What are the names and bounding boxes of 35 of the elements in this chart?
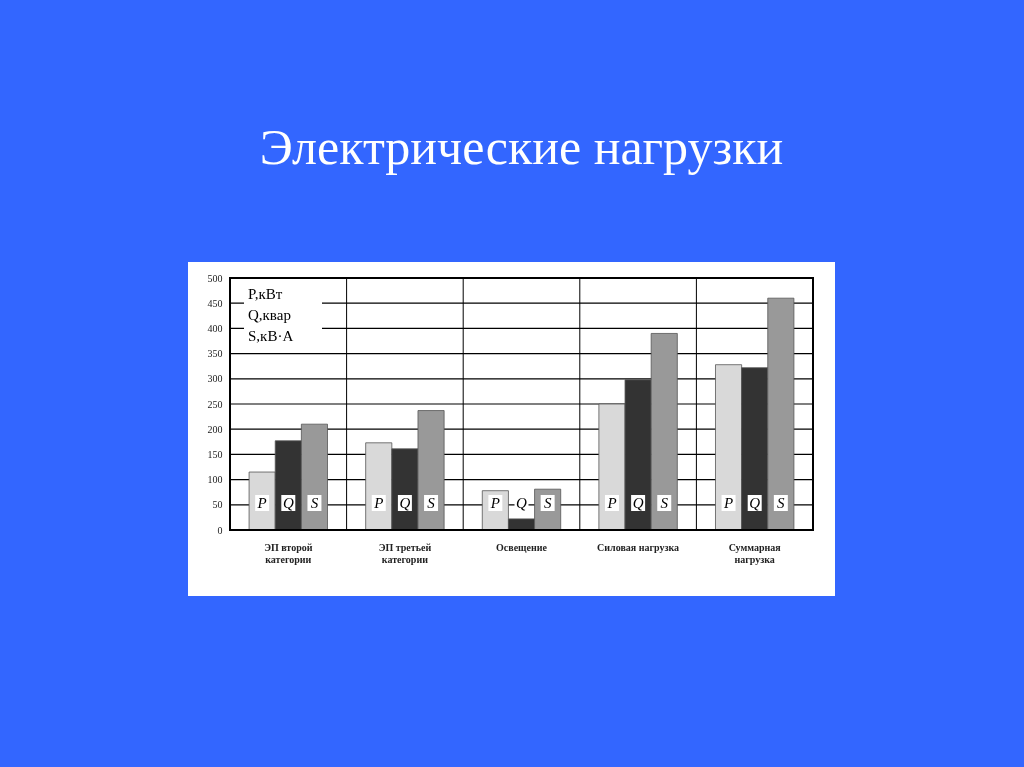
text: P (374, 495, 384, 511)
text: P (257, 495, 267, 511)
annotation: Q,квар (248, 307, 291, 323)
y-tick-label: 350 (207, 348, 223, 360)
y-tick-label: 200 (207, 423, 223, 435)
y-tick-label: 250 (207, 398, 223, 410)
series-label: Q (282, 495, 294, 511)
series-label: P (489, 495, 500, 511)
y-tick-label: 400 (207, 322, 223, 334)
y-tick-label: 150 (207, 448, 223, 460)
y-tick-label: 100 (207, 474, 223, 486)
text: S (427, 495, 435, 511)
y-tick-label: 300 (207, 373, 223, 385)
text: S (660, 495, 668, 511)
y-tick-label: 50 (212, 499, 223, 511)
text: Q (516, 495, 527, 511)
x-tick-label: Освещение (496, 541, 548, 553)
text: Q (749, 495, 761, 511)
y-tick-label: 500 (207, 272, 223, 284)
text: Q (399, 495, 411, 511)
x-tick-label: ЭП третьей категории (378, 541, 432, 565)
annotation: S,кВ·А (248, 328, 294, 344)
text: P (607, 495, 617, 511)
x-tick-label: Суммарная нагрузка (728, 541, 782, 565)
text: P (723, 495, 734, 511)
x-tick-label: ЭП второй категории (264, 541, 313, 565)
chart-title: Электрические нагрузки (259, 119, 784, 175)
text: Q (632, 495, 644, 511)
y-tick-label: 0 (217, 524, 223, 536)
x-tick-label: Силовая нагрузка (597, 541, 680, 553)
text: S (310, 495, 319, 511)
text: S (777, 495, 785, 511)
series-label: S (543, 495, 552, 511)
annotation: P,кВт (248, 286, 283, 302)
y-tick-label: 450 (207, 297, 223, 309)
